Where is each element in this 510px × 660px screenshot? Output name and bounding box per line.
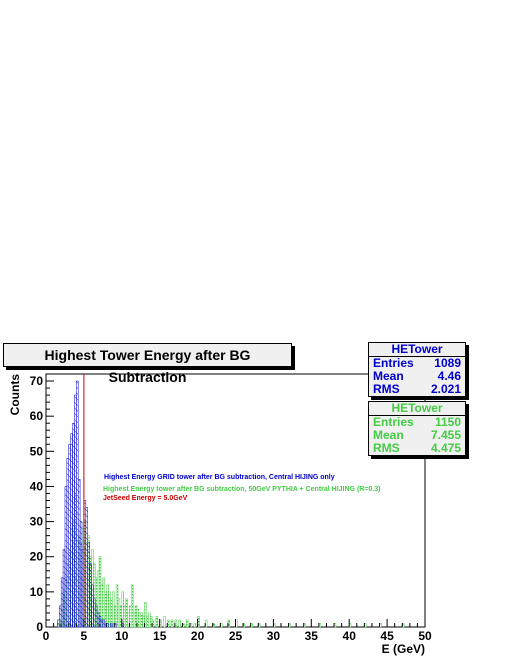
histogram-bar xyxy=(138,612,141,628)
histogram-bar xyxy=(57,619,60,628)
legend-entry: JetSeed Energy = 5.0GeV xyxy=(103,495,188,502)
stats-row-mean: Mean 7.455 xyxy=(373,428,461,442)
y-tick-label: 70 xyxy=(30,374,44,388)
histogram-bar xyxy=(163,616,166,628)
histogram-bar xyxy=(115,584,119,628)
x-tick-label: 0 xyxy=(43,629,50,643)
histogram-bar xyxy=(146,616,149,628)
y-tick-label: 60 xyxy=(30,409,44,423)
histogram-bar xyxy=(132,612,136,628)
stats-row-rms: RMS 2.021 xyxy=(373,382,461,396)
histogram-bar xyxy=(76,380,79,628)
x-tick-label: 15 xyxy=(153,629,167,643)
y-tick-label: 50 xyxy=(30,444,44,458)
histogram-bar xyxy=(106,584,109,628)
histogram-bar xyxy=(117,598,121,628)
histogram-bar xyxy=(125,598,128,628)
x-tick-label: 5 xyxy=(81,629,88,643)
x-tick-label: 25 xyxy=(229,629,243,643)
histogram-bar xyxy=(72,422,75,628)
histogram-bar xyxy=(104,591,107,628)
histogram-bar xyxy=(131,584,134,628)
stats-title: HETower xyxy=(369,402,465,416)
histogram-bar xyxy=(144,602,147,628)
legend-entry: Highest Energy GRID tower after BG subtr… xyxy=(104,474,335,481)
histogram-bar xyxy=(95,605,98,628)
x-tick-label: 10 xyxy=(115,629,129,643)
stats-row-rms: RMS 4.475 xyxy=(373,441,461,455)
stats-box-series1: HETower Entries 1089 Mean 4.46 RMS 2.021 xyxy=(368,342,466,397)
histogram-bar xyxy=(60,577,64,628)
histogram-bar xyxy=(79,521,83,628)
chart-title: Highest Tower Energy after BG Subtractio… xyxy=(3,343,292,385)
y-tick-label: 0 xyxy=(36,620,43,634)
histogram-bar xyxy=(102,619,105,628)
histogram-bar xyxy=(70,433,73,628)
histogram-bar xyxy=(110,623,113,628)
histogram-bar xyxy=(123,605,126,628)
histogram-bar xyxy=(178,619,181,628)
stats-title: HETower xyxy=(369,343,465,357)
x-axis-label: E (GeV) xyxy=(382,642,425,656)
x-tick-label: 50 xyxy=(418,629,432,643)
histogram-bar xyxy=(108,591,111,628)
histogram-bar xyxy=(148,612,151,628)
histogram-bar xyxy=(100,619,104,628)
histogram-bar xyxy=(112,591,115,628)
stats-row-entries: Entries 1150 xyxy=(373,415,461,429)
histogram-bar xyxy=(185,619,189,628)
histogram-bar xyxy=(93,598,96,628)
y-axis-label: Counts xyxy=(8,374,22,416)
histogram-bar xyxy=(91,584,94,628)
histogram-bar xyxy=(85,507,88,628)
legend-entry: Highest Energy tower after BG subtractio… xyxy=(103,486,380,493)
histogram-bar xyxy=(74,394,77,628)
x-tick-label: 20 xyxy=(191,629,205,643)
histogram-bar xyxy=(155,616,159,628)
histogram-bar xyxy=(110,598,113,628)
histogram-bar xyxy=(170,619,174,628)
plot-frame xyxy=(45,373,426,628)
x-tick-label: 30 xyxy=(267,629,281,643)
histogram-bar xyxy=(102,577,105,628)
x-tick-label: 45 xyxy=(380,629,394,643)
stats-row-mean: Mean 4.46 xyxy=(373,369,461,383)
histogram-bar xyxy=(89,563,92,628)
stats-row-entries: Entries 1089 xyxy=(373,356,461,370)
histogram-bar xyxy=(64,486,68,628)
histogram-bar xyxy=(193,623,196,628)
x-tick-label: 40 xyxy=(343,629,357,643)
stats-box-series2: HETower Entries 1150 Mean 7.455 RMS 4.475 xyxy=(368,401,466,456)
histogram-bar xyxy=(62,549,66,628)
histogram-bar xyxy=(66,458,69,628)
histogram-bar xyxy=(77,479,81,628)
y-tick-label: 10 xyxy=(30,585,44,599)
y-tick-label: 40 xyxy=(30,479,44,493)
histogram-bar xyxy=(87,542,90,628)
histogram-bar xyxy=(68,444,71,628)
y-tick-label: 20 xyxy=(30,550,44,564)
x-tick-label: 35 xyxy=(305,629,319,643)
histogram-bar xyxy=(140,612,143,628)
y-tick-label: 30 xyxy=(30,515,44,529)
